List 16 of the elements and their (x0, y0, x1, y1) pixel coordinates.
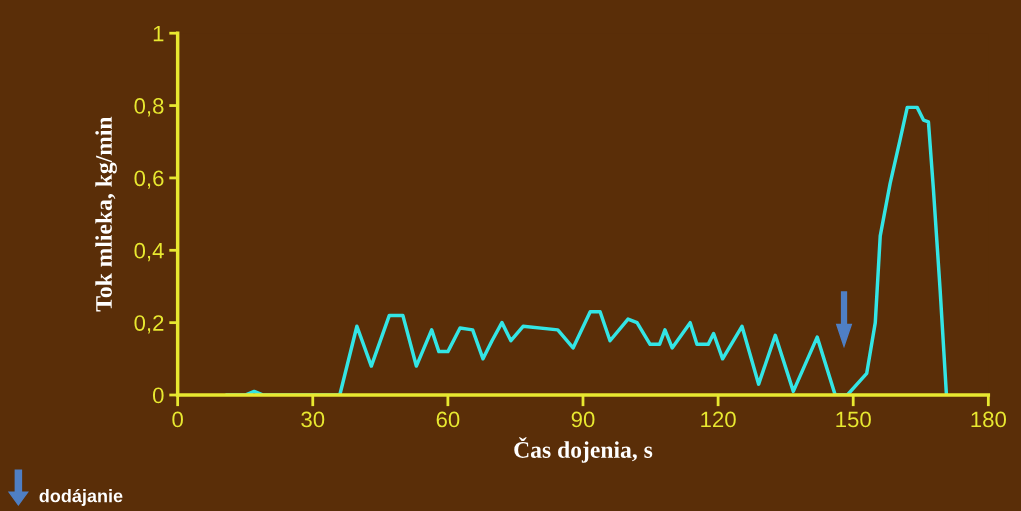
y-tick-label: 1 (153, 25, 164, 42)
x-axis-title: Čas dojenia, s (514, 437, 653, 463)
y-tick-label: 0,8 (134, 98, 164, 117)
y-tick-label: 0,4 (134, 242, 164, 262)
y-tick-label: 0,6 (134, 170, 164, 189)
x-tick-label: 90 (571, 411, 595, 428)
y-tick-label: 0 (152, 387, 164, 404)
text: dodájanie (39, 488, 123, 506)
y-axis-title: Tok mlieka, kg/min (95, 116, 117, 312)
x-tick-label: 60 (436, 411, 460, 428)
x-tick-label: 30 (301, 411, 325, 428)
x-tick-label: 180 (971, 411, 1006, 428)
x-tick-label: 120 (701, 411, 736, 428)
x-tick-label: 0 (172, 411, 183, 428)
x-tick-label: 150 (836, 411, 871, 428)
y-tick-label: 0,2 (134, 315, 164, 334)
